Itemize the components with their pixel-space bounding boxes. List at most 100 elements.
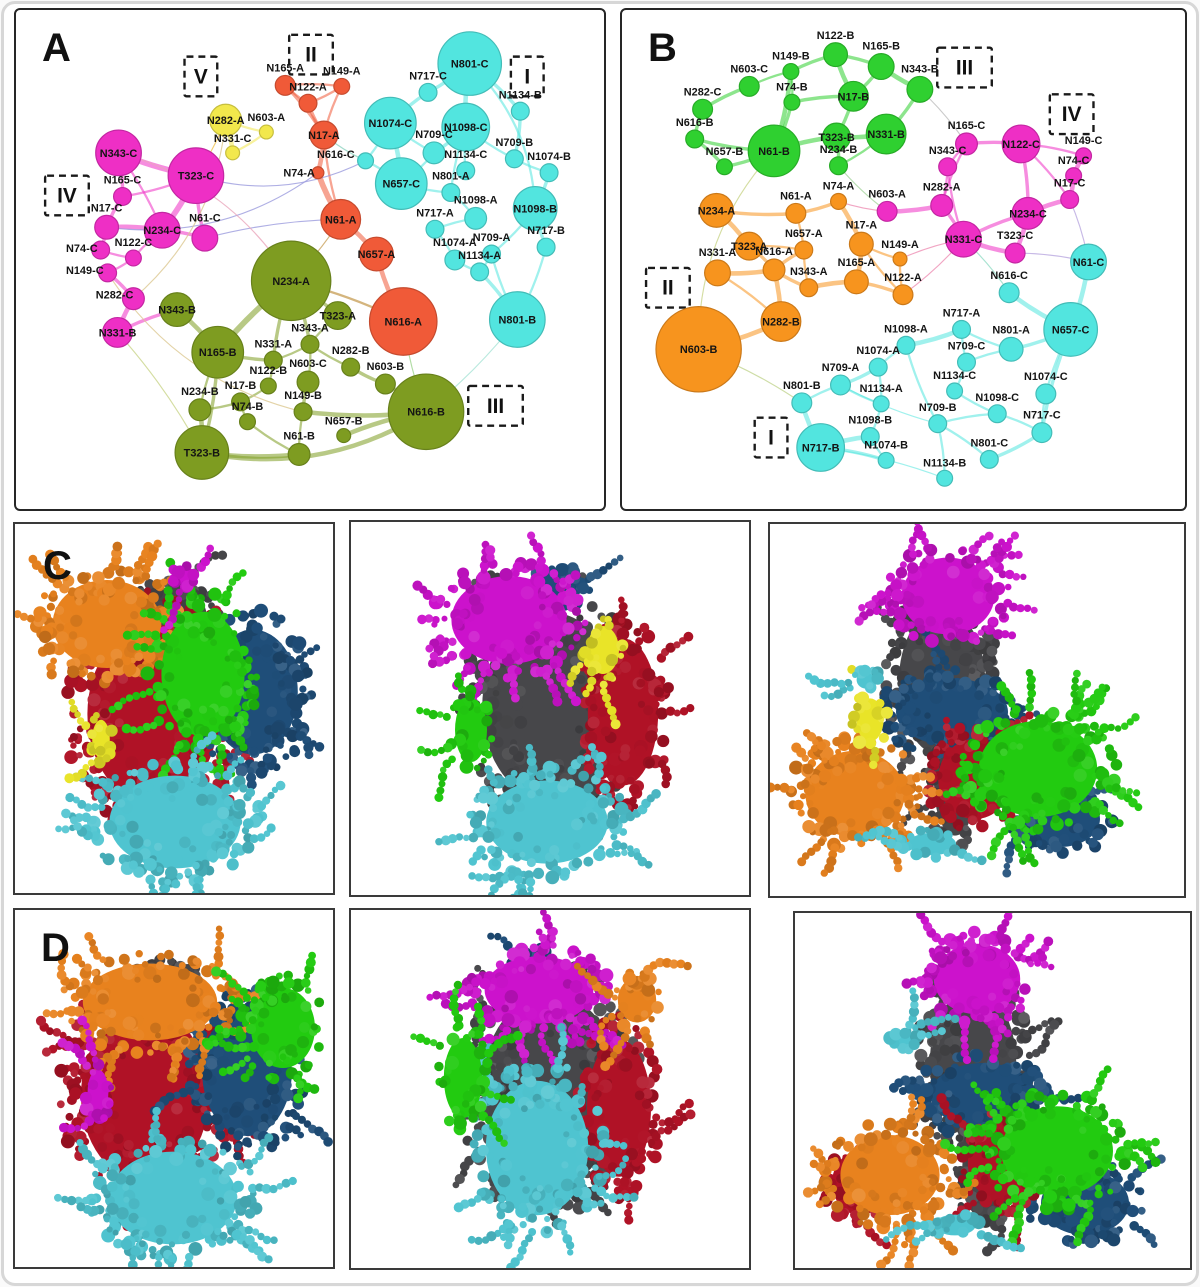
network-node-label: N165-C (104, 175, 142, 187)
structure-region-t (435, 743, 661, 895)
network-node (250, 240, 332, 322)
network-node-label: N657-C (382, 179, 420, 191)
network-node (341, 357, 361, 377)
structure-d3-canvas (802, 913, 1166, 1268)
network-node-label: N234-B (820, 144, 858, 156)
network-edge (204, 218, 342, 239)
network-node-label: N331-B (867, 129, 905, 141)
network-node (703, 259, 731, 287)
structure-region-y (64, 698, 118, 784)
network-node (876, 200, 898, 222)
network-node (143, 211, 181, 249)
network-node-label: N61-A (780, 190, 812, 202)
network-node (938, 157, 958, 177)
network-node-label: N74-C (1058, 155, 1090, 167)
structure-d2-canvas (410, 910, 696, 1268)
network-node-label: N1098-C (975, 392, 1019, 404)
network-node (1070, 243, 1107, 281)
network-node (956, 352, 977, 372)
network-node-label: N657-A (785, 228, 823, 240)
structure-region-t (54, 1106, 297, 1267)
network-node-label: N149-B (772, 51, 810, 63)
network-node (309, 120, 339, 150)
panel-c-label: C (43, 544, 73, 588)
network-node (512, 185, 558, 231)
network-node-label: N801-C (451, 59, 489, 71)
panel-b-network: III IV II I N122-B N149-B N165-B N603-C N17-B N34… (620, 8, 1187, 511)
network-node-label: N1074-C (369, 118, 413, 130)
network-node (692, 98, 714, 120)
network-node-label: N801-A (992, 324, 1030, 336)
network-node-label: N1098-C (444, 122, 488, 134)
network-node (191, 224, 219, 252)
network-node-label: N603-C (730, 63, 768, 75)
network-node (843, 269, 869, 295)
network-node-label: N234-B (181, 386, 219, 398)
network-node-label: N343-B (901, 63, 939, 75)
network-node (979, 449, 999, 469)
structure-region-g (201, 951, 325, 1104)
structure-region-t (883, 987, 960, 1055)
network-node (987, 404, 1007, 424)
network-node-label: N282-B (762, 316, 800, 328)
network-b-canvas: IIIIVIIIN122-BN149-BN165-BN603-CN17-BN34… (644, 30, 1107, 487)
network-node-label: N282-A (923, 182, 961, 194)
panel-d-label: D (41, 926, 71, 970)
network-node (928, 414, 948, 434)
network-node (782, 62, 800, 81)
structure-region-g (416, 672, 496, 802)
community-box (509, 55, 545, 98)
network-node (877, 451, 895, 469)
network-node-label: N717-C (1023, 410, 1061, 422)
network-node (1035, 383, 1057, 405)
structure-region-t (882, 1209, 1025, 1253)
network-node-label: N616-A (755, 246, 793, 258)
structure-region-g (410, 980, 523, 1147)
panel-d-structure-top (793, 911, 1192, 1270)
network-node (363, 96, 417, 150)
network-node-label: N165-A (266, 63, 304, 75)
network-node-label: N1134-A (458, 250, 501, 262)
network-node-label: N122-B (817, 30, 855, 42)
network-node-label: N1134-C (933, 370, 976, 382)
network-node (1043, 302, 1099, 357)
structure-region-m (901, 913, 1055, 1065)
community-box-label: II (305, 44, 317, 67)
community-box (287, 33, 335, 76)
network-node (936, 469, 954, 487)
network-node (102, 316, 134, 348)
structure-region-m (426, 910, 627, 1077)
network-node (188, 398, 212, 422)
network-node (952, 319, 972, 339)
community-box-label: IV (1062, 103, 1082, 126)
network-node-label: N234-C (143, 225, 181, 237)
structure-region-o (802, 1093, 979, 1268)
network-node (510, 101, 530, 121)
structure-region-g (940, 1065, 1161, 1248)
network-node-label: N717-A (943, 308, 981, 320)
network-node-label: N1074-A (433, 237, 477, 249)
network-node (1060, 189, 1080, 210)
network-node-label: N709-B (496, 137, 534, 149)
community-box-label: IV (57, 184, 77, 207)
network-node (837, 80, 869, 112)
network-node-label: N149-A (323, 65, 361, 77)
network-node-label: N17-A (846, 219, 878, 231)
structure-d1-canvas (35, 925, 333, 1267)
network-node (488, 291, 546, 348)
network-node-label: N282-B (332, 345, 370, 357)
network-node-label: T323-C (178, 171, 214, 183)
network-node-label: N801-C (971, 438, 1009, 450)
network-node-label: N709-C (415, 129, 453, 141)
network-node (1075, 147, 1093, 165)
network-node-label: N122-A (884, 272, 922, 284)
network-node (425, 219, 445, 239)
network-node-label: N122-A (289, 81, 327, 93)
network-node-label: N717-C (409, 70, 447, 82)
network-node (444, 249, 466, 271)
network-node-label: N1074-B (864, 439, 908, 451)
network-node-label: N709-C (948, 340, 986, 352)
network-node-label: N343-B (158, 305, 196, 317)
panel-b-label: B (648, 26, 678, 70)
network-node (822, 122, 852, 152)
